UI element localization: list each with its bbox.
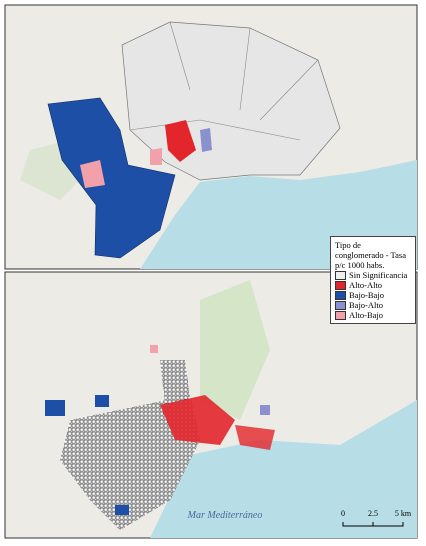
scale-label: 2.5 — [368, 509, 378, 518]
legend-swatch — [335, 300, 346, 310]
legend-swatch — [335, 280, 346, 290]
bajo-alto-zone — [200, 128, 212, 152]
cells-bajo-bajo — [115, 505, 129, 515]
legend-swatch — [335, 310, 346, 320]
cells-alto-bajo — [150, 345, 158, 353]
cells-alto-alto — [160, 395, 235, 445]
cells-bajo-bajo — [95, 395, 109, 407]
legend-swatch — [335, 290, 346, 300]
park — [200, 280, 270, 420]
legend-label: Alto-Alto — [349, 280, 383, 290]
zone-borders — [129, 21, 319, 141]
legend-item: Bajo-Alto — [335, 300, 411, 310]
legend-label: Bajo-Alto — [349, 300, 383, 310]
legend: Tipo de conglomerado - Tasa p/c 1000 hab… — [330, 236, 416, 324]
cells-sin-significancia — [160, 360, 190, 405]
legend-item: Alto-Alto — [335, 280, 411, 290]
legend-item: Bajo-Bajo — [335, 290, 411, 300]
legend-item: Sin Significancia — [335, 270, 411, 280]
alto-bajo-zone — [150, 148, 162, 165]
legend-label: Alto-Bajo — [349, 310, 383, 320]
sea-label: Mar Mediterráneo — [187, 510, 263, 521]
cells-bajo-alto — [260, 405, 270, 415]
legend-item: Alto-Bajo — [335, 310, 411, 320]
bajo-bajo-zone — [47, 97, 176, 259]
cells-bajo-bajo — [45, 400, 65, 416]
scale-label: 0 — [341, 509, 345, 518]
alto-bajo-zone — [80, 160, 105, 188]
scale-label: 5 km — [395, 509, 412, 518]
sea — [150, 400, 417, 538]
legend-swatch — [335, 270, 346, 280]
scale-bar — [342, 522, 404, 527]
alto-alto-zone — [165, 120, 196, 162]
legend-label: Bajo-Bajo — [349, 290, 384, 300]
legend-label: Sin Significancia — [349, 270, 408, 280]
cells-sin-significancia — [60, 395, 200, 530]
legend-title: Tipo de conglomerado - Tasa p/c 1000 hab… — [335, 240, 407, 270]
cells-alto-alto — [235, 425, 275, 450]
